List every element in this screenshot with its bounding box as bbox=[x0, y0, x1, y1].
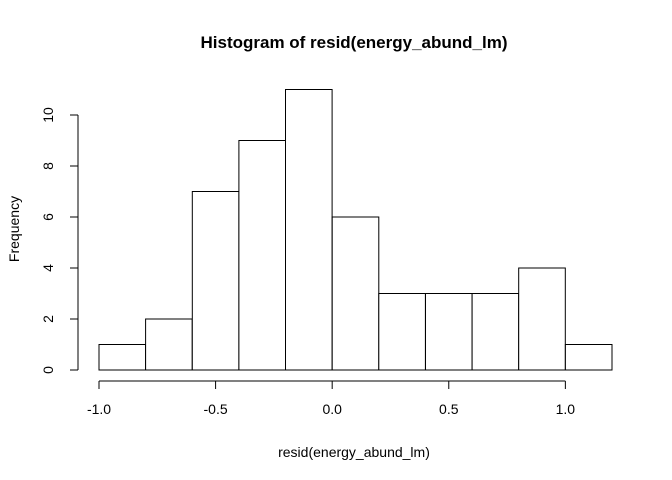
histogram-bar bbox=[98, 344, 147, 371]
y-axis-label: Frequency bbox=[6, 196, 22, 262]
x-tick-label: 1.0 bbox=[556, 401, 576, 417]
x-tick-label: 0.0 bbox=[322, 401, 342, 417]
y-tick-label: 4 bbox=[40, 264, 56, 272]
y-axis: 0 2 4 6 8 10 bbox=[40, 107, 79, 374]
histogram-bar bbox=[238, 140, 286, 371]
histogram-bar bbox=[191, 191, 240, 371]
x-axis: -1.0 -0.5 0.0 0.5 1.0 bbox=[87, 380, 576, 417]
y-tick-label: 10 bbox=[40, 107, 56, 123]
x-axis-label: resid(energy_abund_lm) bbox=[278, 444, 430, 460]
x-tick-label: -1.0 bbox=[87, 401, 111, 417]
histogram-bar bbox=[518, 267, 566, 371]
histogram-bar bbox=[425, 293, 473, 371]
y-tick-label: 0 bbox=[40, 366, 56, 374]
y-tick-label: 6 bbox=[40, 213, 56, 221]
histogram-bar bbox=[564, 344, 613, 371]
histogram-bar bbox=[471, 293, 520, 371]
x-tick-label: 0.5 bbox=[439, 401, 459, 417]
histogram-bar bbox=[285, 89, 333, 371]
histogram-bar bbox=[331, 216, 380, 371]
y-tick-label: 8 bbox=[40, 162, 56, 170]
chart-title: Histogram of resid(energy_abund_lm) bbox=[200, 33, 507, 52]
x-tick-label: -0.5 bbox=[204, 401, 228, 417]
histogram-bar bbox=[145, 318, 193, 371]
bars-group bbox=[98, 89, 613, 371]
histogram-bar bbox=[378, 293, 426, 371]
y-tick-label: 2 bbox=[40, 315, 56, 323]
